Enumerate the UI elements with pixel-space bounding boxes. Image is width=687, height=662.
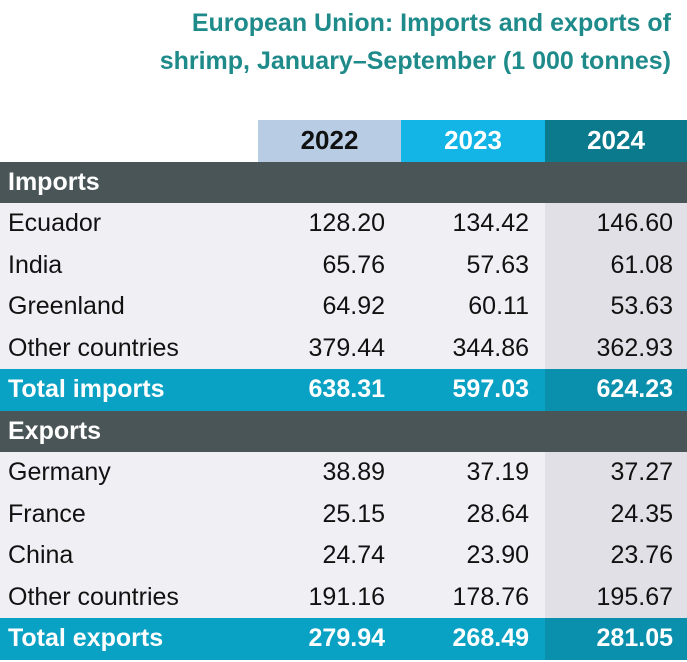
table-row: China 24.74 23.90 23.76 — [0, 535, 687, 577]
total-value-cell: 638.31 — [308, 375, 385, 404]
table-row: Germany 38.89 37.19 37.27 — [0, 452, 687, 494]
total-row-imports: Total imports 638.31 597.03 624.23 — [0, 369, 687, 411]
value-cell: 37.27 — [545, 452, 687, 494]
total-value-cell: 597.03 — [452, 375, 529, 404]
total-label: Total exports — [8, 624, 164, 653]
row-label: Germany — [0, 452, 258, 494]
total-value-cell: 281.05 — [545, 618, 687, 660]
table-row: Other countries 379.44 344.86 362.93 — [0, 327, 687, 369]
value-cell: 60.11 — [401, 286, 545, 328]
value-cell: 195.67 — [545, 576, 687, 618]
chart-title-line-1: European Union: Imports and exports of — [191, 9, 671, 37]
value-cell: 379.44 — [258, 327, 401, 369]
table-row: Ecuador 128.20 134.42 146.60 — [0, 203, 687, 245]
row-label: India — [0, 244, 258, 286]
value-cell: 134.42 — [401, 203, 545, 245]
value-cell: 25.15 — [258, 493, 401, 535]
header-blank-cell — [0, 120, 258, 162]
value-cell: 191.16 — [258, 576, 401, 618]
value-cell: 64.92 — [258, 286, 401, 328]
value-cell: 65.76 — [258, 244, 401, 286]
table-row: Greenland 64.92 60.11 53.63 — [0, 286, 687, 328]
value-cell: 344.86 — [401, 327, 545, 369]
value-cell: 38.89 — [258, 452, 401, 494]
total-label: Total imports — [8, 375, 165, 404]
table-header-row: 2022 2023 2024 — [0, 120, 687, 162]
value-cell: 146.60 — [545, 203, 687, 245]
total-value-cell: 279.94 — [308, 624, 385, 653]
section-label: Imports — [8, 167, 100, 196]
data-table: 2022 2023 2024 Imports Ecuador 128.20 13… — [0, 120, 687, 660]
header-2022: 2022 — [258, 120, 401, 162]
section-row-imports: Imports — [0, 161, 687, 203]
value-cell: 61.08 — [545, 244, 687, 286]
value-cell: 57.63 — [401, 244, 545, 286]
value-cell: 178.76 — [401, 576, 545, 618]
section-label: Exports — [8, 416, 102, 445]
row-label: Ecuador — [0, 203, 258, 245]
value-cell: 23.76 — [545, 535, 687, 577]
value-cell: 128.20 — [258, 203, 401, 245]
row-label: Other countries — [0, 576, 258, 618]
header-2024: 2024 — [545, 120, 687, 162]
value-cell: 23.90 — [401, 535, 545, 577]
table-row: Other countries 191.16 178.76 195.67 — [0, 576, 687, 618]
value-cell: 24.74 — [258, 535, 401, 577]
total-value-cell: 268.49 — [452, 624, 529, 653]
header-2023: 2023 — [401, 120, 545, 162]
total-row-exports: Total exports 279.94 268.49 281.05 — [0, 618, 687, 660]
table-row: France 25.15 28.64 24.35 — [0, 493, 687, 535]
value-cell: 24.35 — [545, 493, 687, 535]
value-cell: 362.93 — [545, 327, 687, 369]
value-cell: 37.19 — [401, 452, 545, 494]
row-label: France — [0, 493, 258, 535]
section-row-exports: Exports — [0, 410, 687, 452]
chart-title: European Union: Imports and exports of s… — [0, 4, 671, 80]
value-cell: 53.63 — [545, 286, 687, 328]
table-row: India 65.76 57.63 61.08 — [0, 244, 687, 286]
row-label: Greenland — [0, 286, 258, 328]
total-value-cell: 624.23 — [545, 369, 687, 411]
chart-title-line-2: shrimp, January–September (1 000 tonnes) — [159, 47, 671, 75]
value-cell: 28.64 — [401, 493, 545, 535]
row-label: China — [0, 535, 258, 577]
row-label: Other countries — [0, 327, 258, 369]
